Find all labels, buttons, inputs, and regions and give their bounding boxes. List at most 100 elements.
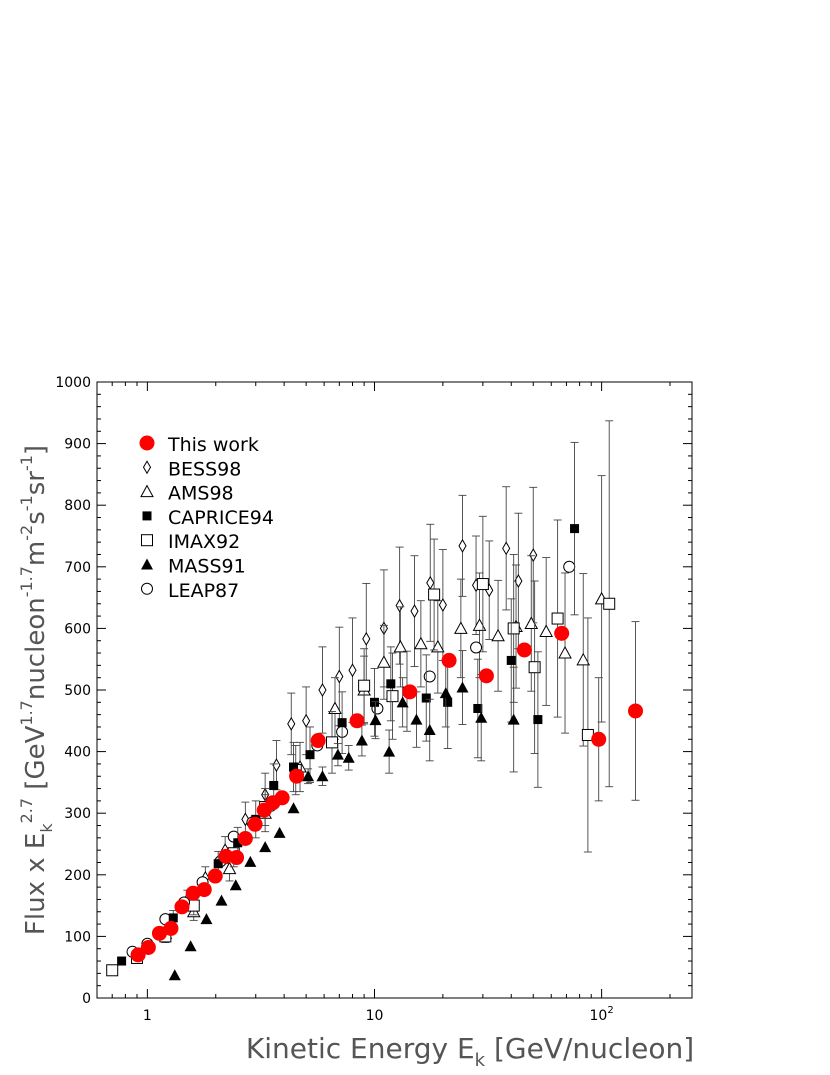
legend-marker — [140, 484, 154, 498]
data-point — [163, 920, 179, 936]
legend-item: LEAP87 — [141, 580, 239, 602]
data-point — [516, 642, 532, 658]
series-mass91 — [168, 650, 520, 981]
data-point — [551, 612, 564, 625]
data-point — [506, 655, 516, 665]
data-point — [395, 598, 404, 613]
data-point — [475, 711, 488, 723]
data-point — [507, 622, 520, 635]
data-point — [430, 639, 445, 653]
data-point — [289, 768, 305, 784]
legend-item: IMAX92 — [141, 531, 240, 553]
data-point — [410, 604, 419, 619]
data-point — [273, 826, 286, 838]
y-tick-label: 700 — [64, 560, 91, 576]
y-tick-label: 500 — [64, 683, 91, 699]
legend-label: LEAP87 — [168, 580, 239, 602]
data-point — [591, 731, 607, 747]
data-point — [414, 636, 428, 650]
data-point — [140, 939, 156, 955]
data-point — [184, 940, 197, 952]
data-point — [491, 628, 505, 642]
legend-label: BESS98 — [168, 458, 241, 480]
data-point — [423, 670, 436, 683]
data-point — [428, 588, 441, 601]
data-point — [358, 679, 371, 692]
data-point — [470, 641, 483, 654]
data-point — [174, 899, 190, 915]
legend-item: AMS98 — [140, 483, 234, 505]
data-point — [558, 645, 572, 659]
data-point — [458, 538, 467, 553]
legend-marker — [139, 435, 155, 451]
data-point — [168, 913, 178, 923]
data-point — [438, 597, 447, 612]
data-point — [287, 716, 296, 731]
data-point — [229, 850, 245, 866]
legend-label: MASS91 — [168, 556, 246, 578]
data-point — [456, 681, 469, 693]
data-point — [472, 618, 487, 631]
series-caprice94 — [117, 441, 580, 966]
data-point — [259, 841, 272, 853]
y-tick-label: 600 — [64, 621, 91, 637]
data-point — [335, 669, 344, 684]
legend-marker — [142, 511, 152, 521]
data-point — [410, 713, 423, 725]
y-tick-label: 800 — [64, 498, 91, 514]
legend-item: CAPRICE94 — [142, 507, 274, 529]
data-point — [342, 751, 355, 763]
data-point — [328, 701, 342, 714]
data-point — [348, 663, 357, 678]
data-point — [200, 913, 213, 925]
legend-item: This work — [139, 434, 259, 456]
legend-marker — [141, 558, 153, 570]
data-point — [507, 713, 520, 725]
data-point — [331, 748, 344, 760]
data-point — [570, 524, 580, 534]
data-point — [106, 964, 119, 977]
data-point — [386, 690, 399, 703]
data-point — [302, 713, 311, 728]
data-point — [349, 713, 365, 729]
data-point — [603, 597, 616, 610]
y-axis-label: Flux x Ek2.7 [GeV1.7nucleon-1.7m-2s-1sr-… — [17, 445, 56, 935]
data-point — [443, 697, 453, 707]
legend-label: AMS98 — [168, 483, 234, 505]
x-axis-label: Kinetic Energy Ek [GeV/nucleon] — [246, 1032, 694, 1071]
data-point — [287, 802, 300, 814]
data-point — [316, 770, 329, 782]
data-point — [207, 868, 223, 884]
data-point — [528, 661, 541, 674]
data-point — [441, 652, 457, 668]
data-point — [326, 736, 339, 749]
data-point — [151, 925, 167, 941]
data-point — [302, 770, 315, 782]
data-point — [539, 624, 554, 637]
data-point — [337, 718, 347, 728]
data-point — [229, 879, 242, 891]
data-point — [439, 687, 452, 699]
data-point — [402, 684, 418, 700]
data-point — [563, 560, 576, 573]
data-point — [370, 697, 380, 707]
data-point — [576, 652, 591, 666]
data-point — [396, 696, 409, 708]
data-point — [237, 830, 253, 846]
x-tick-label: 1 — [143, 1008, 152, 1024]
data-point — [222, 861, 237, 875]
data-point — [369, 714, 382, 726]
x-tick-label: 10 — [366, 1008, 384, 1024]
legend-marker — [141, 582, 153, 595]
data-point — [244, 855, 257, 867]
data-point — [215, 894, 228, 906]
data-point — [533, 715, 543, 725]
x-tick-label: 102 — [590, 1005, 614, 1024]
x-axis-ticks: 1 10 102 — [96, 382, 671, 1024]
data-point — [502, 541, 511, 556]
data-point — [310, 733, 326, 749]
y-tick-label: 200 — [64, 868, 91, 884]
y-tick-label: 100 — [64, 929, 91, 945]
data-point — [383, 745, 396, 757]
y-tick-label: 1000 — [55, 375, 91, 391]
